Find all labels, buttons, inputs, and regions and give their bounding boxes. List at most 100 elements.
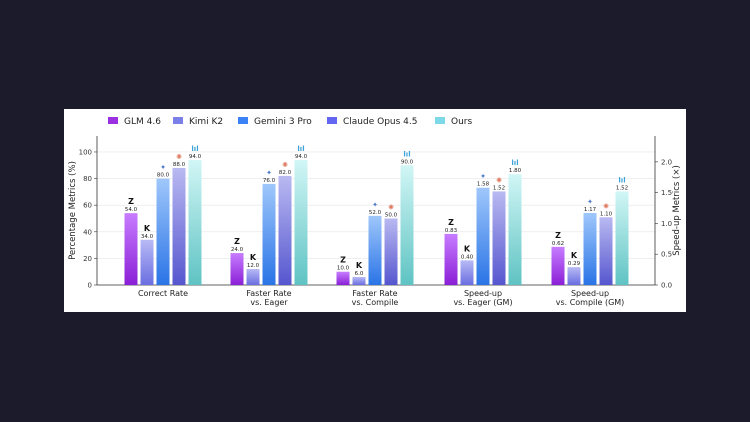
zhipu-z-logo-icon: Z <box>448 218 454 227</box>
bar <box>476 187 490 285</box>
x-tick-label: vs. Eager <box>250 298 288 307</box>
data-label: 1.80 <box>509 168 522 174</box>
zhipu-z-logo-icon: Z <box>340 256 346 265</box>
bar-chart-logo-icon: lıl <box>297 145 304 153</box>
legend-label: Claude Opus 4.5 <box>343 117 417 127</box>
data-label: 94.0 <box>189 154 202 160</box>
legend-label: Kimi K2 <box>189 117 223 127</box>
bar-chart-logo-icon: lıl <box>191 145 198 153</box>
data-label: 24.0 <box>231 247 244 253</box>
data-label: 54.0 <box>125 207 138 213</box>
x-tick-label: Speed-up <box>571 289 609 298</box>
gemini-sparkle-icon: ✦ <box>480 173 486 181</box>
bar <box>352 277 366 285</box>
data-label: 1.52 <box>493 185 505 191</box>
bar-chart: 0 20 40 60 80 100 0.0 0.5 1.0 1.5 2.0 Percentage Me… <box>68 117 682 307</box>
x-tick-label: Correct Rate <box>138 289 188 298</box>
y-tick-label: 100 <box>79 148 92 156</box>
y-tick-label: 80 <box>83 175 92 183</box>
y-right-tick-label: 1.5 <box>661 189 672 197</box>
data-label: 1.58 <box>477 182 490 188</box>
data-label: 90.0 <box>401 159 414 165</box>
bar <box>172 167 186 285</box>
kimi-k-logo-icon: K <box>250 253 257 262</box>
claude-asterisk-icon: ✺ <box>176 153 182 161</box>
data-label: 80.0 <box>157 173 170 179</box>
claude-asterisk-icon: ✺ <box>388 203 394 211</box>
y-tick-label: 60 <box>83 202 92 210</box>
bar <box>444 233 458 285</box>
legend-label: Ours <box>451 117 472 127</box>
data-label: 94.0 <box>295 154 308 160</box>
data-label: 1.10 <box>600 211 613 217</box>
bar <box>460 260 474 285</box>
legend-swatch <box>327 117 337 124</box>
x-tick-label: Faster Rate <box>352 289 397 298</box>
kimi-k-logo-icon: K <box>464 244 471 253</box>
data-label: 88.0 <box>173 162 186 168</box>
bar <box>278 175 292 285</box>
x-tick-label: Faster Rate <box>246 289 291 298</box>
bar <box>262 183 276 285</box>
claude-asterisk-icon: ✺ <box>282 161 288 169</box>
bar <box>615 191 629 285</box>
chart-panel: 0 20 40 60 80 100 0.0 0.5 1.0 1.5 2.0 Percentage Me… <box>64 109 686 312</box>
legend-swatch <box>173 117 183 124</box>
zhipu-z-logo-icon: Z <box>234 237 240 246</box>
bar <box>551 246 565 285</box>
data-label: 1.52 <box>616 185 628 191</box>
data-label: 82.0 <box>279 170 292 176</box>
data-label: 0.83 <box>445 228 458 234</box>
data-label: 0.40 <box>461 254 474 260</box>
legend-label: Gemini 3 Pro <box>254 117 312 127</box>
bar <box>188 159 202 285</box>
bar <box>368 215 382 285</box>
bar <box>567 267 581 285</box>
bar <box>156 178 170 285</box>
data-label: 0.29 <box>568 261 581 267</box>
data-label: 0.62 <box>552 241 564 247</box>
y-tick-label: 0 <box>88 282 92 290</box>
y-right-tick-label: 0.0 <box>661 282 672 290</box>
zhipu-z-logo-icon: Z <box>555 231 561 240</box>
data-label: 50.0 <box>385 212 398 218</box>
bar <box>124 213 138 285</box>
gemini-sparkle-icon: ✦ <box>372 201 378 209</box>
data-label: 10.0 <box>337 266 350 272</box>
data-label: 52.0 <box>369 210 382 216</box>
kimi-k-logo-icon: K <box>144 224 151 233</box>
y-axis-label: Percentage Metrics (%) <box>68 161 78 260</box>
bar <box>400 165 414 285</box>
bar-chart-logo-icon: lıl <box>511 159 518 167</box>
bar <box>583 212 597 285</box>
x-tick-label: Speed-up <box>464 289 502 298</box>
data-label: 76.0 <box>263 178 276 184</box>
legend-swatch <box>108 117 118 124</box>
bar-chart-logo-icon: lıl <box>618 176 625 184</box>
gemini-sparkle-icon: ✦ <box>160 164 166 172</box>
bar <box>508 174 522 285</box>
data-label: 6.0 <box>355 271 364 277</box>
data-label: 12.0 <box>247 263 260 269</box>
bar <box>599 217 613 285</box>
y-right-tick-label: 0.5 <box>661 251 672 259</box>
bar <box>140 239 154 285</box>
y-right-tick-label: 1.0 <box>661 220 672 228</box>
y-right-tick-label: 2.0 <box>661 158 672 166</box>
bar <box>246 269 260 285</box>
zhipu-z-logo-icon: Z <box>128 197 134 206</box>
gemini-sparkle-icon: ✦ <box>587 198 593 206</box>
bar <box>336 271 350 285</box>
y-axis-right-label: Speed-up Metrics (×) <box>672 165 682 256</box>
bar <box>492 191 506 285</box>
data-label: 1.17 <box>584 207 597 213</box>
kimi-k-logo-icon: K <box>571 251 578 260</box>
bar-chart-logo-icon: lıl <box>403 150 410 158</box>
x-tick-label: vs. Compile (GM) <box>556 298 625 307</box>
y-tick-label: 40 <box>83 228 92 236</box>
x-tick-label: vs. Compile <box>352 298 399 307</box>
legend-swatch <box>238 117 248 124</box>
claude-asterisk-icon: ✺ <box>603 202 609 210</box>
kimi-k-logo-icon: K <box>356 261 363 270</box>
x-tick-label: vs. Eager (GM) <box>453 298 512 307</box>
